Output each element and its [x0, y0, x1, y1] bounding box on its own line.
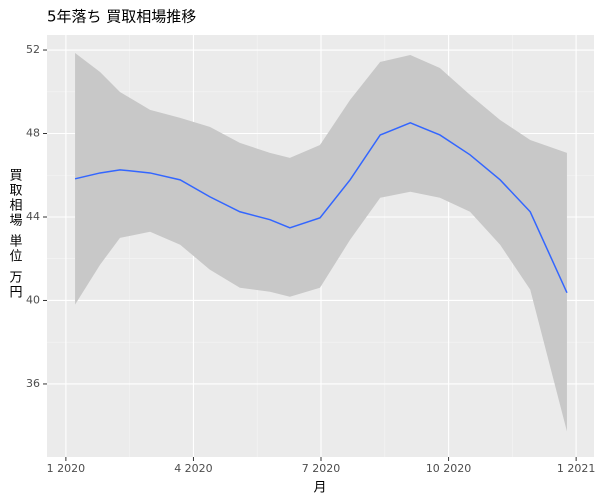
- confidence-band: [75, 52, 567, 432]
- y-tick-label: 48: [26, 127, 40, 140]
- chart-title: 5年落ち 買取相場推移: [47, 8, 196, 26]
- y-tick-label: 36: [26, 377, 40, 390]
- y-axis-label: 買取相場 単位 万円: [7, 168, 23, 300]
- x-axis-label: 月: [313, 481, 326, 496]
- y-tick-label: 44: [26, 210, 40, 223]
- x-tick-label: 10 2020: [426, 462, 472, 475]
- trend-line: [74, 122, 568, 294]
- x-tick-label: 4 2020: [174, 462, 213, 475]
- y-tick-label: 52: [26, 43, 40, 56]
- x-tick-label: 1 2020: [47, 462, 86, 475]
- x-tick-label: 1 2021: [557, 462, 596, 475]
- x-tick-label: 7 2020: [302, 462, 341, 475]
- y-tick-label: 40: [26, 293, 40, 306]
